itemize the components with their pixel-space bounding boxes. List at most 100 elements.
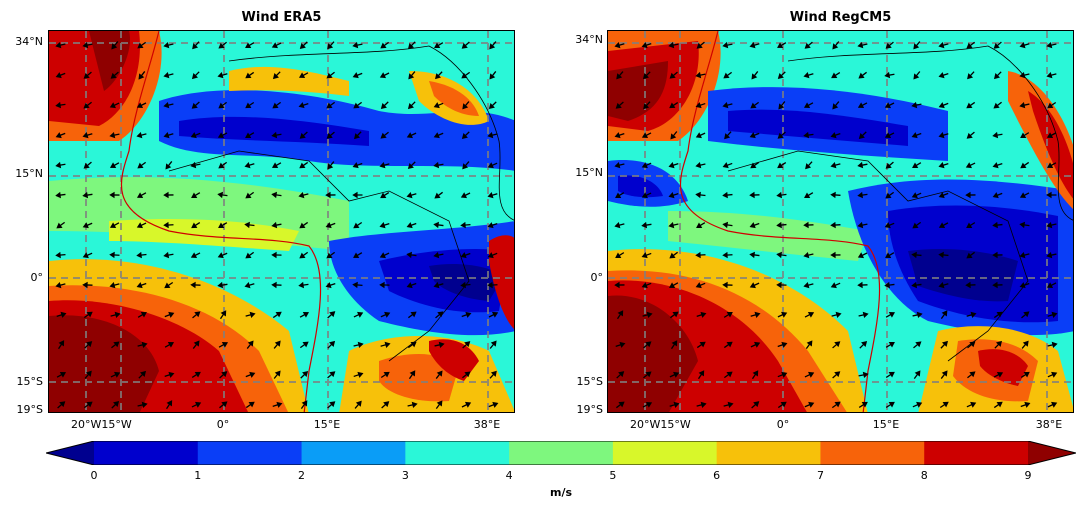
- wind-arrow-head-icon: [329, 340, 336, 347]
- wind-arrow-head-icon: [271, 131, 278, 139]
- wind-arrow-head-icon: [780, 401, 787, 408]
- wind-arrow-head-icon: [857, 281, 863, 289]
- wind-arrow-head-icon: [163, 221, 169, 229]
- wind-arrow-head-icon: [1051, 311, 1058, 318]
- colorbar-segment: [197, 441, 303, 465]
- wind-arrow-head-icon: [247, 340, 254, 347]
- wind-arrow-head-icon: [723, 72, 730, 79]
- wind-arrow-head-icon: [615, 252, 622, 259]
- wind-arrow-head-icon: [670, 133, 677, 140]
- wind-arrow-head-icon: [461, 132, 468, 140]
- wind-arrow-head-icon: [190, 252, 198, 259]
- wind-arrow-head-icon: [86, 401, 93, 408]
- lon-label-20w15w-left: 20°W15°W: [71, 418, 132, 431]
- wind-arrow-head-icon: [114, 311, 121, 319]
- wind-arrow-head-icon: [461, 72, 468, 79]
- wind-arrow-head-icon: [245, 102, 252, 109]
- wind-arrow-head-icon: [1019, 221, 1026, 229]
- wind-arrow-head-icon: [941, 370, 948, 377]
- wind-arrow-head-icon: [136, 102, 144, 109]
- wind-arrow-head-icon: [722, 162, 729, 169]
- wind-arrow-head-icon: [302, 312, 310, 318]
- wind-arrow-head-icon: [885, 42, 892, 49]
- wind-arrow-head-icon: [614, 161, 621, 169]
- wind-arrow-head-icon: [352, 281, 358, 289]
- map-regcm5: [607, 30, 1074, 413]
- wind-arrow-head-icon: [298, 102, 305, 109]
- wind-arrow-head-icon: [357, 341, 364, 349]
- wind-arrow-head-icon: [409, 370, 416, 377]
- wind-arrow-head-icon: [464, 401, 472, 408]
- wind-arrow-head-icon: [379, 252, 386, 259]
- wind-arrow-head-icon: [86, 341, 93, 348]
- wind-arrow-head-icon: [302, 341, 309, 348]
- wind-arrow-head-icon: [808, 371, 815, 378]
- wind-arrow-head-icon: [777, 72, 784, 79]
- wind-arrow-head-icon: [326, 252, 333, 259]
- wind-arrow-head-icon: [436, 370, 443, 377]
- wind-arrow-head-icon: [194, 371, 201, 378]
- wind-arrow-head-icon: [938, 192, 945, 199]
- wind-arrow-head-icon: [965, 281, 971, 289]
- wind-arrow-head-icon: [82, 281, 88, 289]
- wind-arrow-head-icon: [462, 103, 469, 110]
- wind-arrow-head-icon: [857, 191, 864, 199]
- wind-arrow-head-icon: [857, 252, 865, 259]
- wind-arrow-head-icon: [434, 192, 441, 199]
- wind-arrow-head-icon: [804, 42, 811, 49]
- wind-arrow-head-icon: [163, 191, 169, 199]
- wind-arrow-head-icon: [835, 311, 842, 318]
- wind-arrow-head-icon: [191, 102, 198, 109]
- wind-arrow-head-icon: [109, 251, 115, 259]
- wind-arrow-head-icon: [696, 42, 703, 49]
- wind-arrow-head-icon: [617, 310, 624, 317]
- wind-arrow-head-icon: [804, 192, 811, 198]
- wind-arrow-head-icon: [218, 162, 225, 169]
- lon-label-20w15w-right: 20°W15°W: [630, 418, 691, 431]
- wind-arrow-head-icon: [966, 42, 973, 49]
- wind-arrow-head-icon: [217, 191, 224, 199]
- wind-arrow-head-icon: [941, 340, 948, 347]
- wind-arrow-head-icon: [460, 252, 467, 259]
- wind-arrow-head-icon: [696, 222, 703, 228]
- wind-arrow-head-icon: [353, 252, 360, 258]
- wind-arrow-head-icon: [434, 73, 442, 80]
- wind-arrow-head-icon: [966, 222, 973, 229]
- wind-arrow-head-icon: [194, 311, 201, 318]
- wind-arrow-head-icon: [407, 162, 414, 170]
- wind-arrow-head-icon: [487, 192, 494, 199]
- wind-arrow-head-icon: [726, 371, 733, 378]
- wind-arrow-head-icon: [1020, 162, 1027, 169]
- wind-arrow-head-icon: [781, 311, 788, 318]
- lon-label-38e-right: 38°E: [1035, 418, 1063, 431]
- wind-arrow-head-icon: [464, 341, 471, 348]
- wind-arrow-head-icon: [271, 221, 278, 229]
- wind-arrow-head-icon: [380, 102, 387, 110]
- wind-arrow-head-icon: [379, 281, 385, 289]
- wind-arrow-head-icon: [1046, 191, 1052, 199]
- wind-arrow-head-icon: [966, 252, 973, 259]
- wind-arrow-head-icon: [912, 162, 919, 168]
- wind-arrow-head-icon: [163, 251, 170, 259]
- wind-arrow-head-icon: [695, 191, 701, 199]
- map-era5: [48, 30, 515, 413]
- wind-arrow-head-icon: [830, 162, 837, 169]
- wind-arrow-head-icon: [722, 41, 729, 49]
- wind-arrow-head-icon: [776, 191, 783, 199]
- wind-arrow-head-icon: [726, 311, 733, 318]
- wind-arrow-head-icon: [433, 132, 440, 139]
- wind-arrow-head-icon: [109, 131, 116, 139]
- wind-arrow-head-icon: [488, 102, 495, 109]
- wind-arrow-head-icon: [138, 73, 145, 80]
- wind-arrow-head-icon: [618, 371, 625, 378]
- wind-arrow-head-icon: [914, 370, 921, 377]
- wind-arrow-head-icon: [271, 162, 279, 169]
- lon-label-38e-left: 38°E: [473, 418, 501, 431]
- wind-arrow-head-icon: [911, 281, 917, 289]
- lon-label-0-right: 0°: [776, 418, 790, 431]
- wind-arrow-head-icon: [221, 371, 228, 378]
- wind-arrow-head-icon: [436, 400, 443, 407]
- wind-arrow-head-icon: [1022, 340, 1029, 347]
- colorbar-tick-label: 5: [609, 469, 617, 482]
- wind-arrow-head-icon: [862, 311, 869, 319]
